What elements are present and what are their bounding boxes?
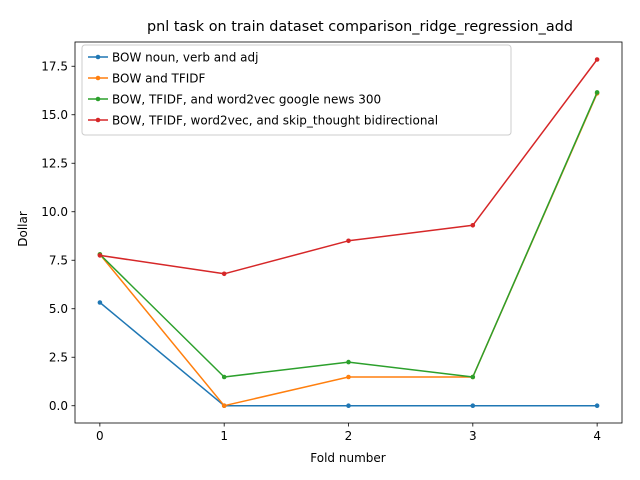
y-tick-label: 5.0 (49, 302, 68, 316)
data-point (346, 238, 351, 244)
x-tick-label: 0 (96, 429, 104, 443)
data-point (346, 374, 351, 380)
y-tick-label: 10.0 (41, 205, 68, 219)
data-point (594, 403, 600, 409)
x-tick-label: 1 (220, 429, 228, 443)
legend-box (81, 44, 512, 136)
y-tick-label: 2.5 (49, 350, 68, 364)
legend-marker (95, 117, 101, 123)
data-point (470, 403, 476, 409)
data-point (221, 374, 227, 380)
x-axis-label: Fold number (310, 451, 385, 465)
legend-marker (95, 75, 101, 81)
data-point (346, 359, 351, 365)
legend-label: BOW noun, verb and adj (112, 50, 258, 64)
legend-marker (95, 96, 101, 102)
data-point (221, 271, 227, 277)
y-tick-label: 17.5 (41, 59, 68, 73)
data-point (470, 223, 476, 228)
legend-label: BOW, TFIDF, word2vec, and skip_thought b… (112, 113, 438, 127)
legend-label: BOW and TFIDF (112, 71, 206, 85)
legend-label: BOW, TFIDF, and word2vec google news 300 (112, 92, 381, 106)
data-point (221, 403, 227, 409)
plot-area: 0 1 2 3 4 0.0 2.5 5.0 7.5 10.0 12.5 15.0 17.5 (41, 41, 623, 443)
y-axis-label: Dollar (16, 211, 30, 247)
data-point (346, 403, 351, 409)
x-tick-label: 3 (469, 429, 477, 443)
data-point (97, 300, 103, 305)
legend: BOW noun, verb and adj BOW and TFIDF BOW, … (81, 44, 512, 136)
chart-title: pnl task on train dataset comparison_rid… (147, 19, 573, 35)
y-tick-label: 15.0 (41, 108, 68, 122)
data-point (594, 90, 600, 95)
y-tick-label: 7.5 (49, 253, 68, 267)
series-0 (97, 300, 600, 409)
y-tick-label: 0.0 (49, 399, 68, 413)
data-point (594, 57, 600, 62)
x-tick-label: 2 (345, 429, 353, 443)
data-point (97, 253, 103, 258)
series-3 (97, 57, 600, 277)
data-point (470, 374, 476, 380)
y-tick-label: 12.5 (41, 156, 68, 170)
legend-marker (95, 54, 101, 60)
x-tick-label: 4 (593, 429, 601, 443)
